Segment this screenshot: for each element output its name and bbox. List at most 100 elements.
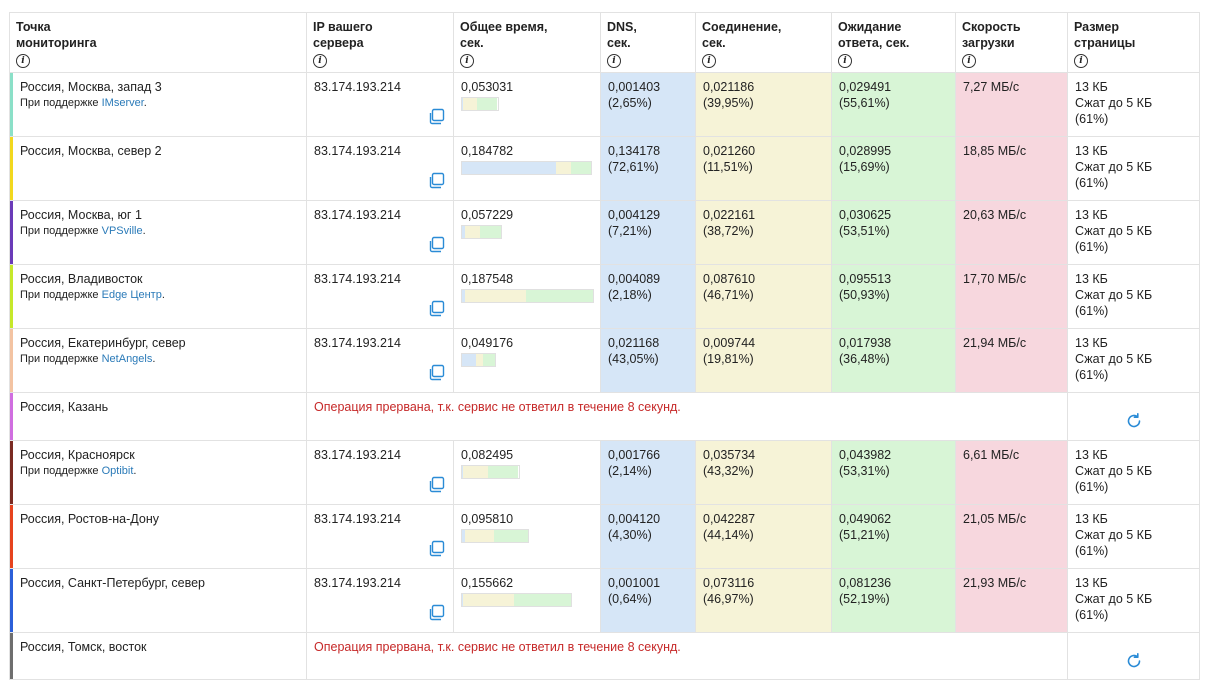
location-name: Россия, Екатеринбург, север [20, 335, 300, 351]
info-icon[interactable]: i [607, 54, 621, 68]
info-icon[interactable]: i [962, 54, 976, 68]
download-speed: 21,05 МБ/с [963, 511, 1061, 527]
info-icon[interactable]: i [313, 54, 327, 68]
connection-time: 0,022161 [703, 207, 825, 223]
sponsor-line: При поддержке NetAngels. [20, 351, 300, 367]
info-icon[interactable]: i [1074, 54, 1088, 68]
page-size-cell: 13 КБ Сжат до 5 КБ (61%) [1068, 329, 1200, 393]
connection-cell: 0,035734 (43,32%) [696, 441, 832, 505]
page-size: 13 КБ [1075, 143, 1193, 159]
timing-bar-dns [462, 162, 556, 174]
ip-cell: 83.174.193.214 [307, 505, 454, 569]
wait-time: 0,043982 [839, 447, 949, 463]
ip-address: 83.174.193.214 [314, 144, 401, 158]
download-speed: 18,85 МБ/с [963, 143, 1061, 159]
download-speed: 17,70 МБ/с [963, 271, 1061, 287]
info-icon[interactable]: i [702, 54, 716, 68]
timing-bar [461, 529, 529, 543]
total-time-cell: 0,184782 [454, 137, 601, 201]
sponsor-link[interactable]: IMserver [102, 97, 144, 109]
dns-cell: 0,001403 (2,65%) [601, 73, 696, 137]
location-name: Россия, Владивосток [20, 271, 300, 287]
location-color-stripe [10, 569, 13, 632]
ip-cell: 83.174.193.214 [307, 441, 454, 505]
location-cell: Россия, Москва, запад 3 При поддержке IMs… [10, 73, 307, 137]
timing-bar-connection [465, 530, 494, 542]
location-name: Россия, Москва, юг 1 [20, 207, 300, 223]
compressed-size: Сжат до 5 КБ [1075, 591, 1193, 607]
header-connection: Соединение, сек. i [696, 13, 832, 73]
sponsor-link[interactable]: VPSville [102, 225, 143, 237]
timing-bar-wait [480, 226, 501, 238]
copy-icon[interactable] [427, 172, 445, 190]
download-speed: 21,93 МБ/с [963, 575, 1061, 591]
location-name: Россия, Ростов-на-Дону [20, 511, 300, 527]
page-size-cell: 13 КБ Сжат до 5 КБ (61%) [1068, 569, 1200, 633]
dns-percent: (2,14%) [608, 463, 689, 479]
compressed-size: Сжат до 5 КБ [1075, 527, 1193, 543]
table-row: Россия, Красноярск При поддержке Optibit.… [10, 441, 1200, 505]
connection-cell: 0,022161 (38,72%) [696, 201, 832, 265]
timing-bar [461, 353, 496, 367]
connection-cell: 0,073116 (46,97%) [696, 569, 832, 633]
wait-percent: (53,31%) [839, 463, 949, 479]
compression-ratio: (61%) [1075, 367, 1193, 383]
location-cell: Россия, Ростов-на-Дону [10, 505, 307, 569]
page-size: 13 КБ [1075, 271, 1193, 287]
copy-icon[interactable] [427, 540, 445, 558]
ip-cell: 83.174.193.214 [307, 201, 454, 265]
location-name: Россия, Санкт-Петербург, север [20, 575, 300, 591]
sponsor-link[interactable]: Optibit [102, 465, 134, 477]
ip-cell: 83.174.193.214 [307, 329, 454, 393]
copy-icon[interactable] [427, 604, 445, 622]
copy-icon[interactable] [427, 108, 445, 126]
copy-icon[interactable] [427, 300, 445, 318]
copy-icon[interactable] [427, 236, 445, 254]
dns-cell: 0,021168 (43,05%) [601, 329, 696, 393]
header-location: Точка мониторинга i [10, 13, 307, 73]
info-icon[interactable]: i [838, 54, 852, 68]
page-size-cell: 13 КБ Сжат до 5 КБ (61%) [1068, 137, 1200, 201]
ip-address: 83.174.193.214 [314, 512, 401, 526]
connection-cell: 0,042287 (44,14%) [696, 505, 832, 569]
sponsor-line: При поддержке Optibit. [20, 463, 300, 479]
reload-cell[interactable] [1068, 633, 1200, 680]
wait-time: 0,017938 [839, 335, 949, 351]
wait-percent: (36,48%) [839, 351, 949, 367]
speed-cell: 20,63 МБ/с [956, 201, 1068, 265]
info-icon[interactable]: i [460, 54, 474, 68]
reload-icon[interactable] [1124, 411, 1144, 431]
compressed-size: Сжат до 5 КБ [1075, 95, 1193, 111]
wait-cell: 0,029491 (55,61%) [832, 73, 956, 137]
location-name: Россия, Москва, север 2 [20, 143, 300, 159]
location-color-stripe [10, 505, 13, 568]
copy-icon[interactable] [427, 364, 445, 382]
connection-time: 0,035734 [703, 447, 825, 463]
location-color-stripe [10, 73, 13, 136]
total-time: 0,184782 [461, 143, 594, 159]
dns-cell: 0,004089 (2,18%) [601, 265, 696, 329]
wait-cell: 0,049062 (51,21%) [832, 505, 956, 569]
ip-cell: 83.174.193.214 [307, 137, 454, 201]
wait-percent: (50,93%) [839, 287, 949, 303]
sponsor-link[interactable]: Edge Центр [102, 289, 162, 301]
page-size: 13 КБ [1075, 447, 1193, 463]
connection-time: 0,073116 [703, 575, 825, 591]
dns-time: 0,001766 [608, 447, 689, 463]
connection-percent: (38,72%) [703, 223, 825, 239]
sponsor-link[interactable]: NetAngels [102, 353, 153, 365]
connection-percent: (46,97%) [703, 591, 825, 607]
info-icon[interactable]: i [16, 54, 30, 68]
total-time-cell: 0,155662 [454, 569, 601, 633]
compressed-size: Сжат до 5 КБ [1075, 223, 1193, 239]
header-row: Точка мониторинга i IP вашего сервера i Обще… [10, 13, 1200, 73]
header-page-size: Размер страницы i [1068, 13, 1200, 73]
location-name: Россия, Томск, восток [20, 640, 147, 654]
page-size-cell: 13 КБ Сжат до 5 КБ (61%) [1068, 441, 1200, 505]
reload-icon[interactable] [1124, 651, 1144, 671]
copy-icon[interactable] [427, 476, 445, 494]
wait-time: 0,081236 [839, 575, 949, 591]
page-size-cell: 13 КБ Сжат до 5 КБ (61%) [1068, 265, 1200, 329]
reload-cell[interactable] [1068, 393, 1200, 441]
timing-bar-wait [477, 98, 497, 110]
